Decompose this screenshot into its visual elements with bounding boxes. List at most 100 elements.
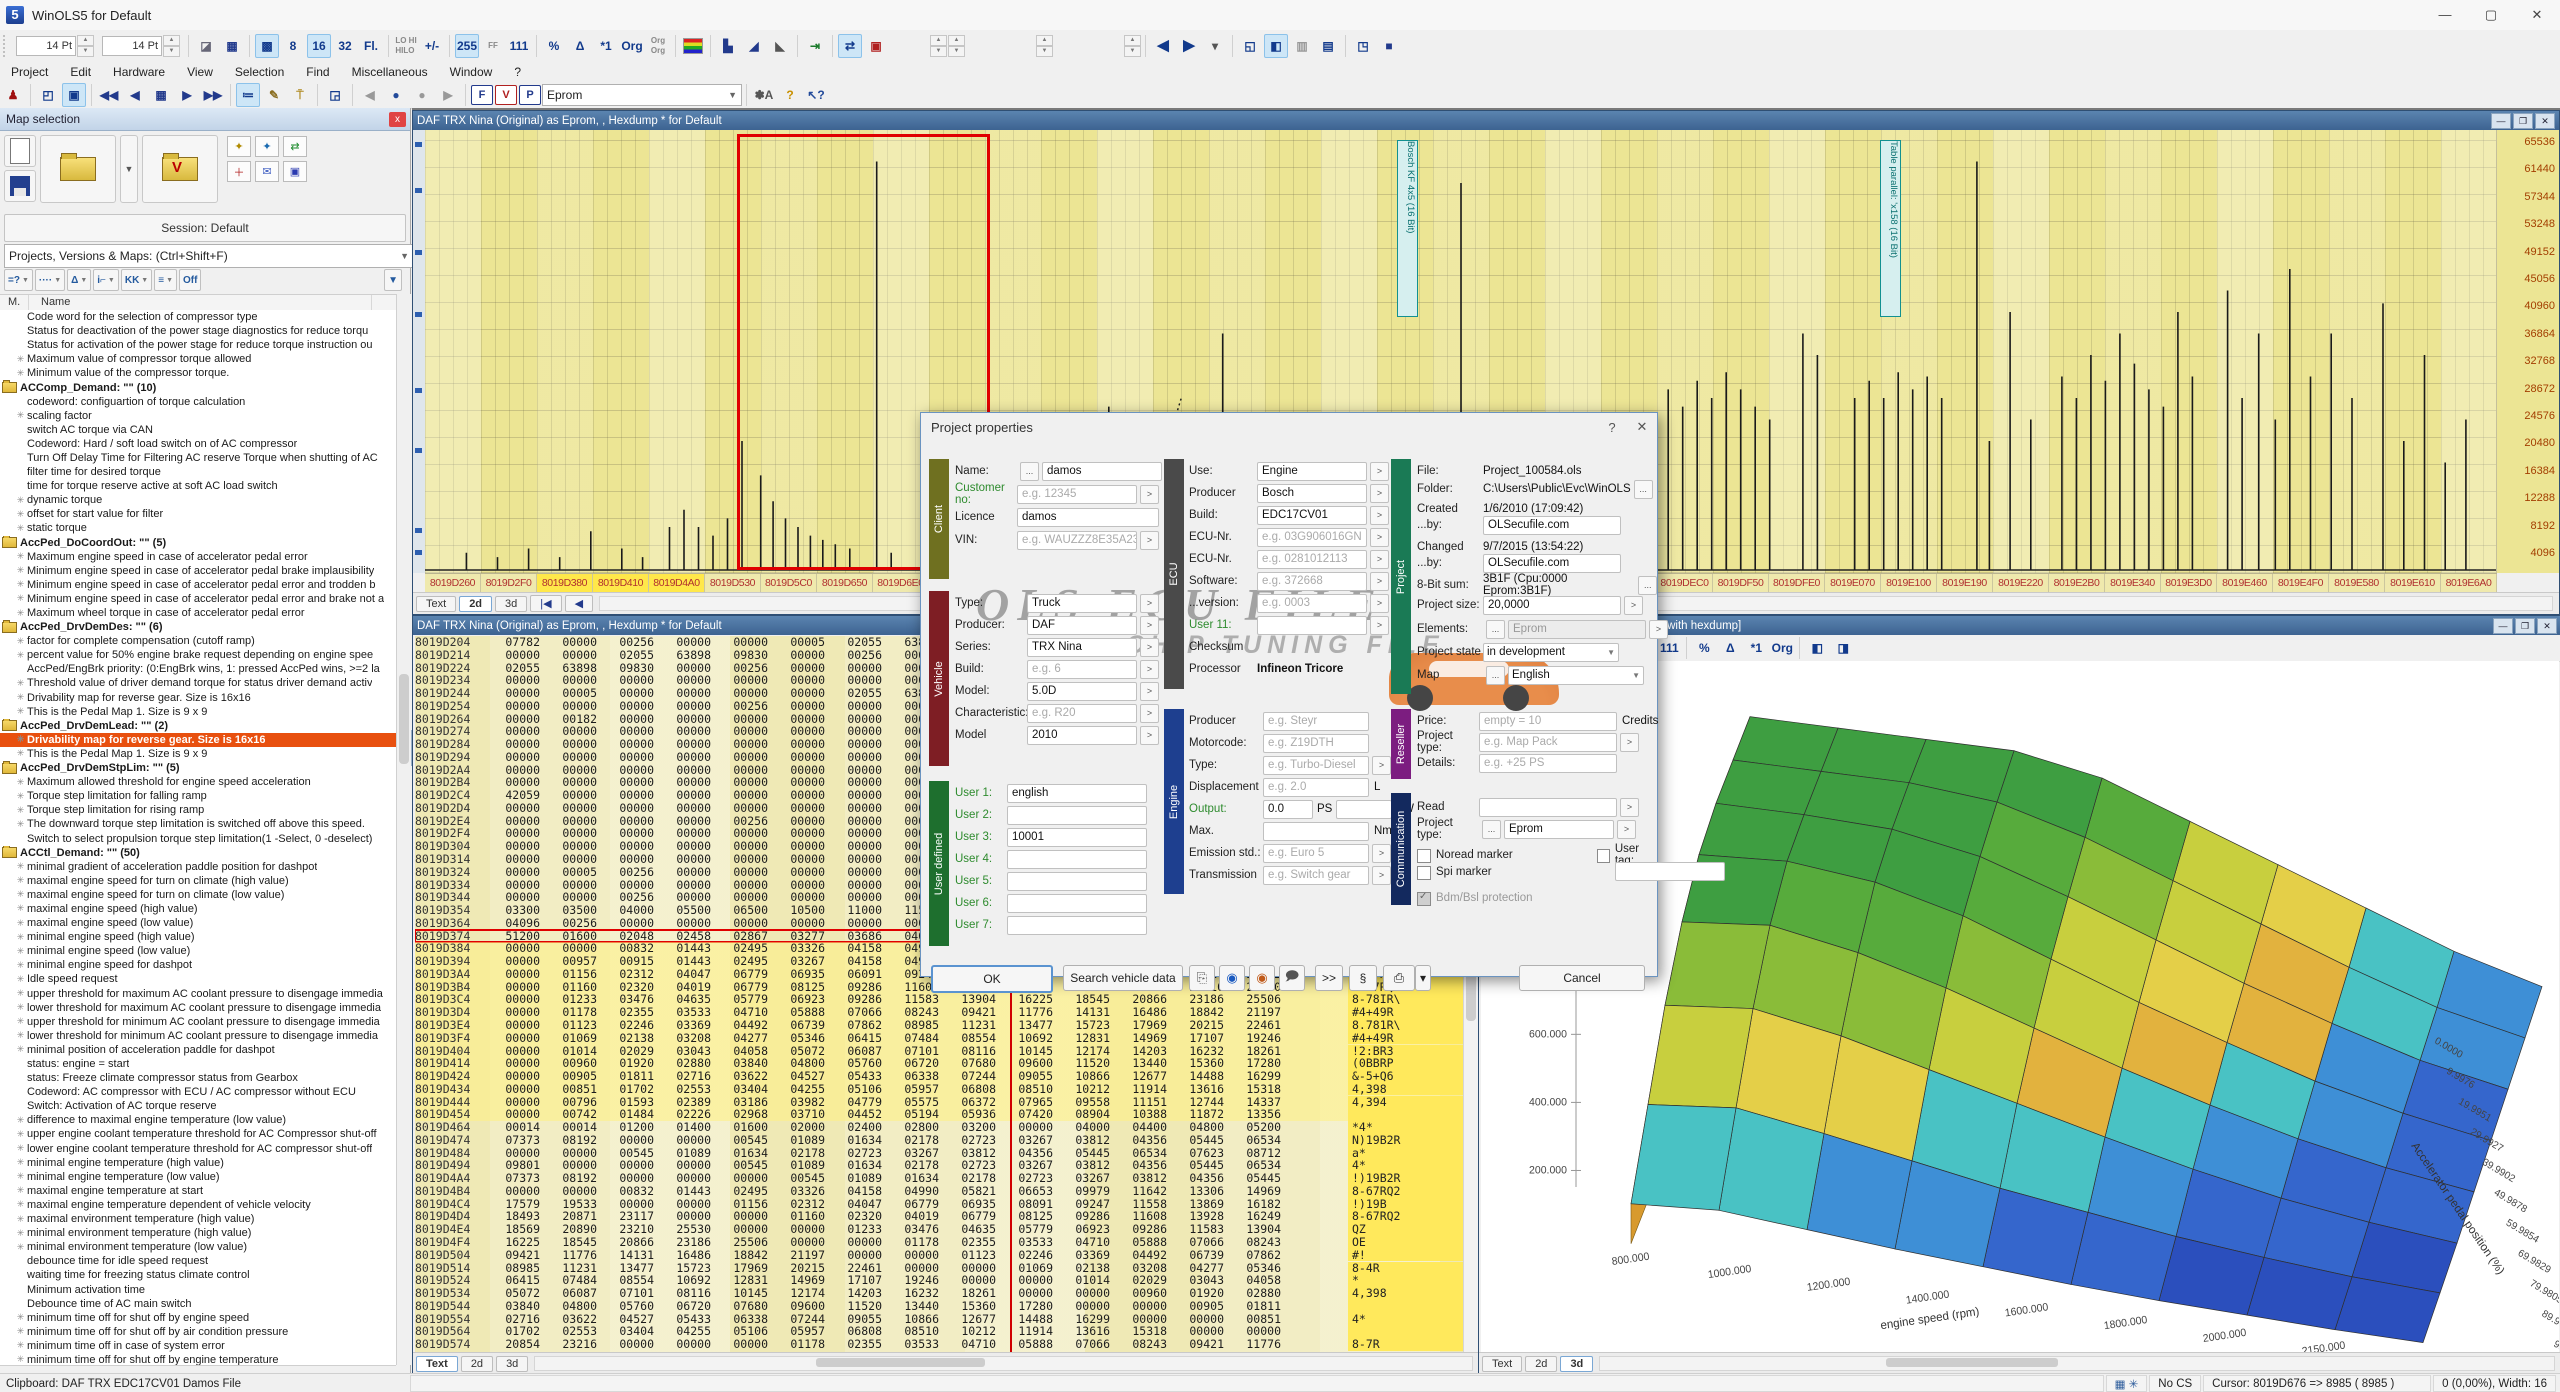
v-window-icon[interactable]: V [495, 85, 517, 105]
field-input[interactable] [1007, 871, 1147, 891]
field-input[interactable]: e.g. Turbo-Diesel [1263, 755, 1369, 775]
hex-row[interactable]: 8019D554 02716 03622 04527 05433 06338 07244 09… [415, 1312, 1463, 1326]
edit-doc-icon[interactable]: ✎ [268, 88, 280, 102]
print-button[interactable]: ⎙ [1383, 965, 1415, 991]
hex-row[interactable]: 8019D524 06415 07484 08554 10692 12831 14969 17… [415, 1274, 1463, 1287]
next-button[interactable]: > [1140, 703, 1159, 723]
eprom-grid-icon[interactable]: ▦ [226, 39, 238, 53]
field-input[interactable]: english [1007, 783, 1147, 803]
factor-icon[interactable]: *1 [600, 39, 612, 53]
nav-left-gray-icon[interactable]: ◀ [365, 88, 375, 102]
web-upload-icon[interactable]: ◉ [1249, 965, 1275, 991]
map-panel-header[interactable]: Map selection x [0, 108, 410, 131]
map-row[interactable]: ✳ maximal engine speed for turn on climat… [0, 874, 396, 888]
first-icon[interactable]: ◀◀ [99, 88, 119, 102]
window-red-icon[interactable]: ▣ [870, 39, 882, 53]
map-row[interactable]: ✳ minimal engine speed (high value) [0, 930, 396, 944]
browse-button[interactable]: ... [1633, 479, 1653, 499]
doc-wand-icon[interactable]: ✦ [227, 136, 251, 157]
project-window-icon[interactable]: ▣ [62, 83, 86, 107]
next-version-icon[interactable]: ▶ [1183, 37, 1195, 54]
checkbox[interactable] [1417, 866, 1431, 880]
map-row[interactable]: ✳ minimum time off for shut off by engine… [0, 1311, 396, 1325]
next-button[interactable]: > [1620, 732, 1639, 752]
map-row[interactable]: ✳ upper engine coolant temperature thresh… [0, 1127, 396, 1141]
map-row[interactable]: ✳ The downward torque step limitation is … [0, 817, 396, 831]
difference-icon[interactable]: Δ [575, 39, 585, 53]
hex-row[interactable]: 8019D574 20854 23216 00000 00000 00000 01178 02… [415, 1338, 1463, 1351]
map-row[interactable]: debounce time for idle speed request [27, 1255, 209, 1268]
filter-3-button[interactable]: i⌐ ▼ [93, 269, 119, 291]
minimize-icon[interactable]: — [2491, 112, 2511, 129]
tab-2d[interactable]: 2d [459, 595, 493, 612]
map-row[interactable]: ✳ Threshold value of driver demand torque… [0, 676, 396, 690]
help-yellow-icon[interactable]: ? [786, 88, 794, 102]
paragraph-button[interactable]: § [1349, 965, 1377, 991]
tab-text[interactable]: Text [1482, 1355, 1523, 1372]
field-input[interactable]: Bosch [1257, 483, 1367, 503]
maximize-icon[interactable]: ❐ [2515, 617, 2535, 634]
field-input[interactable]: e.g. Z19DTH [1263, 733, 1369, 753]
map-row[interactable]: ✳ minimal engine temperature (high value) [0, 1156, 396, 1170]
map-row[interactable]: Codeword: Hard / soft load switch on of … [27, 437, 298, 450]
field-input[interactable]: Eprom [1508, 619, 1646, 639]
map-row[interactable]: ✳ maximal engine temperature dependent of… [0, 1198, 396, 1212]
next-button[interactable]: > [1140, 725, 1159, 745]
map-row[interactable]: ✳ minimal position of acceleration paddle… [0, 1043, 396, 1057]
map-row[interactable]: ✳ upper threshold for minimum AC coolant … [0, 1015, 396, 1029]
map-row[interactable]: ✳ minimum time off in case of system erro… [0, 1339, 396, 1353]
field-input[interactable]: 20,0000 [1483, 595, 1621, 615]
more-button[interactable]: ... [1482, 819, 1501, 839]
hex-row[interactable]: 8019D4E4 18569 20890 23210 25530 00000 00000 01… [415, 1223, 1463, 1236]
menu-hardware[interactable]: Hardware [113, 65, 166, 79]
hex-row[interactable]: 8019D494 09801 00000 00000 00000 00545 01089 01… [415, 1159, 1463, 1173]
size-window-icon[interactable]: ◳ [1357, 39, 1369, 53]
map-row[interactable]: Codeword: AC compressor with ECU / AC co… [27, 1086, 356, 1099]
map-row[interactable]: ✳ maximal environment temperature (high v… [0, 1212, 396, 1226]
nav-back-icon[interactable]: ◀ [564, 595, 594, 612]
field-input[interactable]: damos [1017, 507, 1159, 527]
horizontal-scrollbar[interactable] [1599, 1356, 2555, 1371]
comment-icon[interactable]: 🗩 [1279, 965, 1305, 991]
paste-icon[interactable]: ⎘ [1189, 965, 1215, 991]
field-input-2[interactable] [1336, 799, 1393, 819]
import-damos-button[interactable]: V [142, 135, 218, 203]
tab-2d[interactable]: 2d [460, 1355, 494, 1372]
nav-first-icon[interactable]: |◀ [530, 595, 562, 612]
map-row[interactable]: ✳ maximal engine temperature at start [0, 1184, 396, 1198]
print-dropdown-icon[interactable]: ▾ [1415, 965, 1431, 991]
map-row[interactable]: ✳ minimal engine speed for dashpot [0, 958, 396, 972]
column-header-Name[interactable]: Name [29, 295, 372, 311]
map-row[interactable]: ✳ Maximum allowed threshold for engine sp… [0, 775, 396, 789]
layout-split-icon[interactable]: ◧ [1264, 34, 1288, 58]
layout-horiz-icon[interactable]: ▤ [1322, 39, 1334, 53]
hex-row[interactable]: 8019D414 00000 00960 01920 02880 03840 04800 05… [415, 1057, 1463, 1071]
tab-2d[interactable]: 2d [1525, 1355, 1558, 1372]
next-button[interactable]: > [1370, 615, 1389, 635]
map-row[interactable]: ✳ This is the Pedal Map 1. Size is 9 x 9 [0, 747, 396, 761]
hex-row[interactable]: 8019D3E4 00000 01123 02246 03369 04492 06739 07… [415, 1019, 1463, 1032]
picture-wizard-icon[interactable]: ◢ [749, 39, 759, 53]
layout-gray-icon[interactable]: ▥ [1296, 39, 1308, 53]
hex-row[interactable]: 8019D424 00000 00905 01811 02716 03622 04527 05… [415, 1070, 1463, 1083]
field-input[interactable]: 5.0D [1027, 681, 1137, 701]
field-input[interactable]: e.g. 6 [1027, 659, 1137, 679]
close-icon[interactable]: ✕ [2535, 112, 2555, 129]
client-icon[interactable]: ♟ [7, 88, 19, 102]
decimal-view-icon[interactable]: 255 [455, 34, 479, 58]
list-view-icon[interactable]: ≔ [236, 83, 260, 107]
field-input[interactable] [1007, 893, 1147, 913]
map3d-tool-icon[interactable]: ◨ [1837, 641, 1850, 655]
map-row[interactable]: ✳ minimal gradient of acceleration paddle… [0, 860, 396, 874]
field-input[interactable] [1257, 615, 1367, 635]
checkbox[interactable] [1417, 891, 1431, 906]
field-input[interactable]: e.g. 12345 [1017, 484, 1137, 504]
map-row[interactable]: ✳ Maximum value of compressor torque allo… [0, 352, 396, 366]
field-input[interactable]: EDC17CV01 [1257, 505, 1367, 525]
map-row[interactable]: AccPed/EngBrk priority: (0:EngBrk wins, … [27, 663, 380, 676]
next-button[interactable]: > [1372, 755, 1391, 775]
refresh-pv-icon[interactable]: ⇄ [283, 136, 307, 157]
map-wizard-icon[interactable]: ▙ [723, 39, 733, 53]
map-group-row[interactable]: ACCtl_Demand: "" (50) [0, 845, 396, 860]
map-row[interactable]: ✳ Minimum value of the compressor torque. [0, 366, 396, 380]
